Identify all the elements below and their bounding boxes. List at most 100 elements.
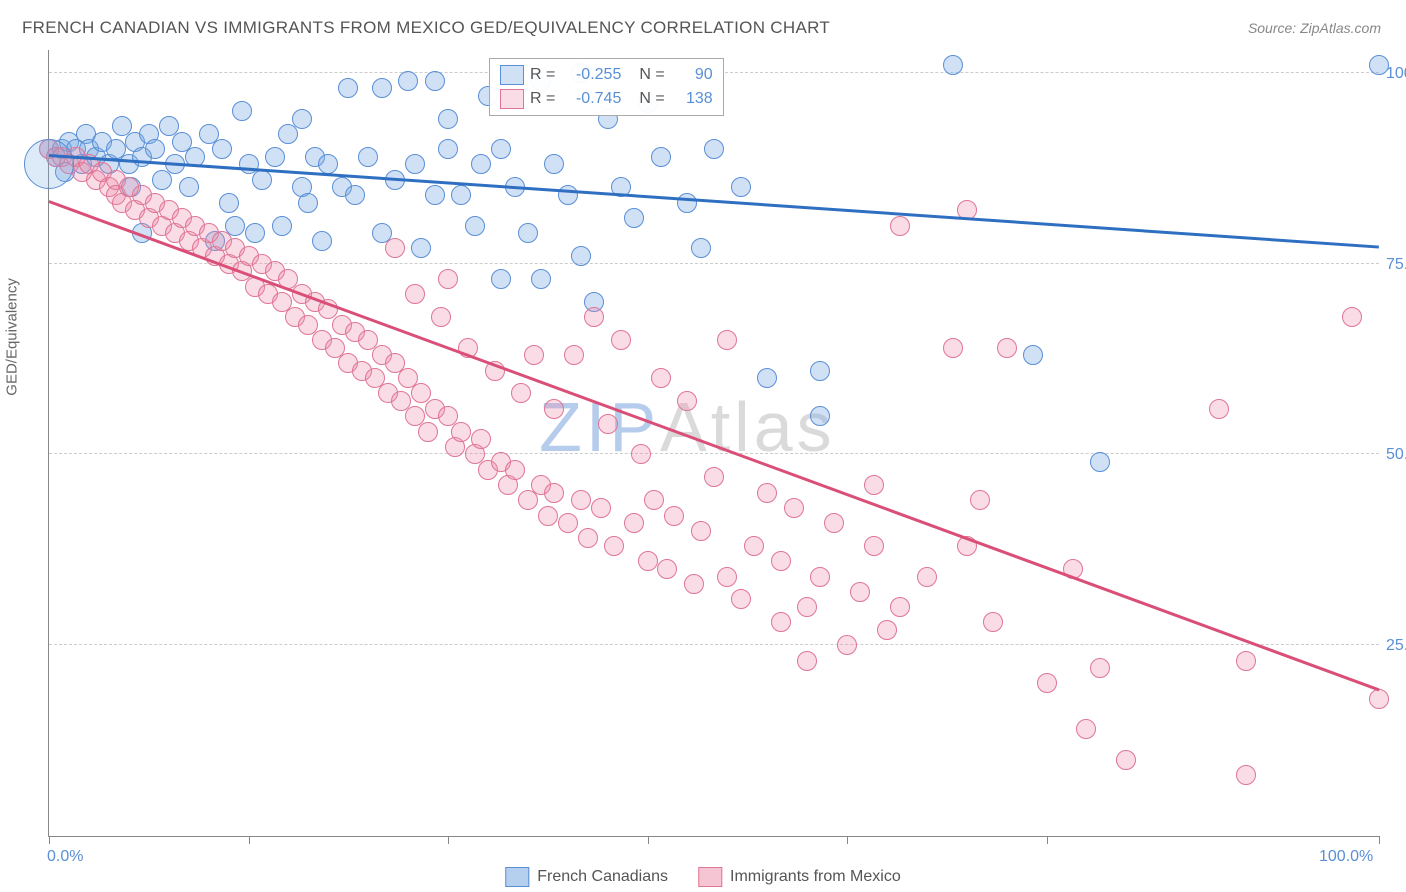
data-point [997, 338, 1017, 358]
data-point [505, 460, 525, 480]
data-point [1037, 673, 1057, 693]
data-point [757, 483, 777, 503]
data-point [810, 361, 830, 381]
data-point [1209, 399, 1229, 419]
legend-swatch [505, 867, 529, 887]
data-point [890, 216, 910, 236]
data-point [691, 238, 711, 258]
data-point [797, 651, 817, 671]
legend-row: R =-0.745N =138 [500, 87, 713, 111]
data-point [970, 490, 990, 510]
data-point [145, 139, 165, 159]
data-point [771, 551, 791, 571]
legend-label: Immigrants from Mexico [730, 868, 901, 886]
x-tick-label: 100.0% [1319, 848, 1373, 866]
data-point [245, 223, 265, 243]
data-point [864, 536, 884, 556]
chart-title: FRENCH CANADIAN VS IMMIGRANTS FROM MEXIC… [22, 18, 830, 38]
x-tick-label: 0.0% [47, 848, 83, 866]
data-point [624, 208, 644, 228]
data-point [664, 506, 684, 526]
data-point [598, 414, 618, 434]
data-point [491, 269, 511, 289]
x-tick-mark [1379, 836, 1380, 844]
data-point [544, 483, 564, 503]
data-point [1236, 765, 1256, 785]
data-point-cluster [24, 139, 74, 189]
data-point [657, 559, 677, 579]
data-point [691, 521, 711, 541]
data-point [298, 193, 318, 213]
y-tick-label: 25.0% [1386, 637, 1406, 655]
legend-r-label: R = [530, 66, 555, 84]
data-point [824, 513, 844, 533]
data-point [1116, 750, 1136, 770]
data-point [491, 139, 511, 159]
legend-n-value: 138 [671, 90, 713, 108]
data-point [252, 170, 272, 190]
data-point [757, 368, 777, 388]
gridline [49, 644, 1379, 645]
data-point [797, 597, 817, 617]
gridline [49, 453, 1379, 454]
legend-swatch [698, 867, 722, 887]
x-tick-mark [49, 836, 50, 844]
x-tick-mark [249, 836, 250, 844]
data-point [837, 635, 857, 655]
data-point [385, 238, 405, 258]
data-point [651, 147, 671, 167]
data-point [338, 78, 358, 98]
data-point [644, 490, 664, 510]
data-point [411, 238, 431, 258]
legend-swatch [500, 89, 524, 109]
data-point [292, 109, 312, 129]
data-point [731, 177, 751, 197]
data-point [584, 307, 604, 327]
data-point [179, 177, 199, 197]
legend-n-label: N = [639, 90, 664, 108]
legend-r-value: -0.255 [561, 66, 621, 84]
data-point [405, 284, 425, 304]
data-point [1023, 345, 1043, 365]
data-point [418, 422, 438, 442]
data-point [684, 574, 704, 594]
data-point [810, 406, 830, 426]
data-point [983, 612, 1003, 632]
data-point [1369, 55, 1389, 75]
data-point [784, 498, 804, 518]
legend-bottom: French Canadians Immigrants from Mexico [505, 867, 900, 887]
y-tick-label: 50.0% [1386, 446, 1406, 464]
data-point [544, 399, 564, 419]
legend-row: R =-0.255N =90 [500, 63, 713, 87]
x-tick-mark [847, 836, 848, 844]
data-point [1090, 452, 1110, 472]
data-point [810, 567, 830, 587]
data-point [318, 154, 338, 174]
data-point [345, 185, 365, 205]
data-point [265, 147, 285, 167]
source-attribution: Source: ZipAtlas.com [1248, 20, 1381, 36]
data-point [518, 223, 538, 243]
data-point [471, 429, 491, 449]
data-point [219, 193, 239, 213]
data-point [471, 154, 491, 174]
data-point [425, 71, 445, 91]
data-point [850, 582, 870, 602]
data-point [631, 444, 651, 464]
legend-item: French Canadians [505, 867, 668, 887]
data-point [312, 231, 332, 251]
legend-n-label: N = [639, 66, 664, 84]
data-point [677, 193, 697, 213]
data-point [571, 490, 591, 510]
legend-r-label: R = [530, 90, 555, 108]
data-point [917, 567, 937, 587]
data-point [372, 78, 392, 98]
x-tick-mark [448, 836, 449, 844]
data-point [451, 185, 471, 205]
data-point [531, 269, 551, 289]
data-point [611, 330, 631, 350]
data-point [524, 345, 544, 365]
legend-item: Immigrants from Mexico [698, 867, 901, 887]
legend-stats: R =-0.255N =90R =-0.745N =138 [489, 58, 724, 116]
data-point [1236, 651, 1256, 671]
